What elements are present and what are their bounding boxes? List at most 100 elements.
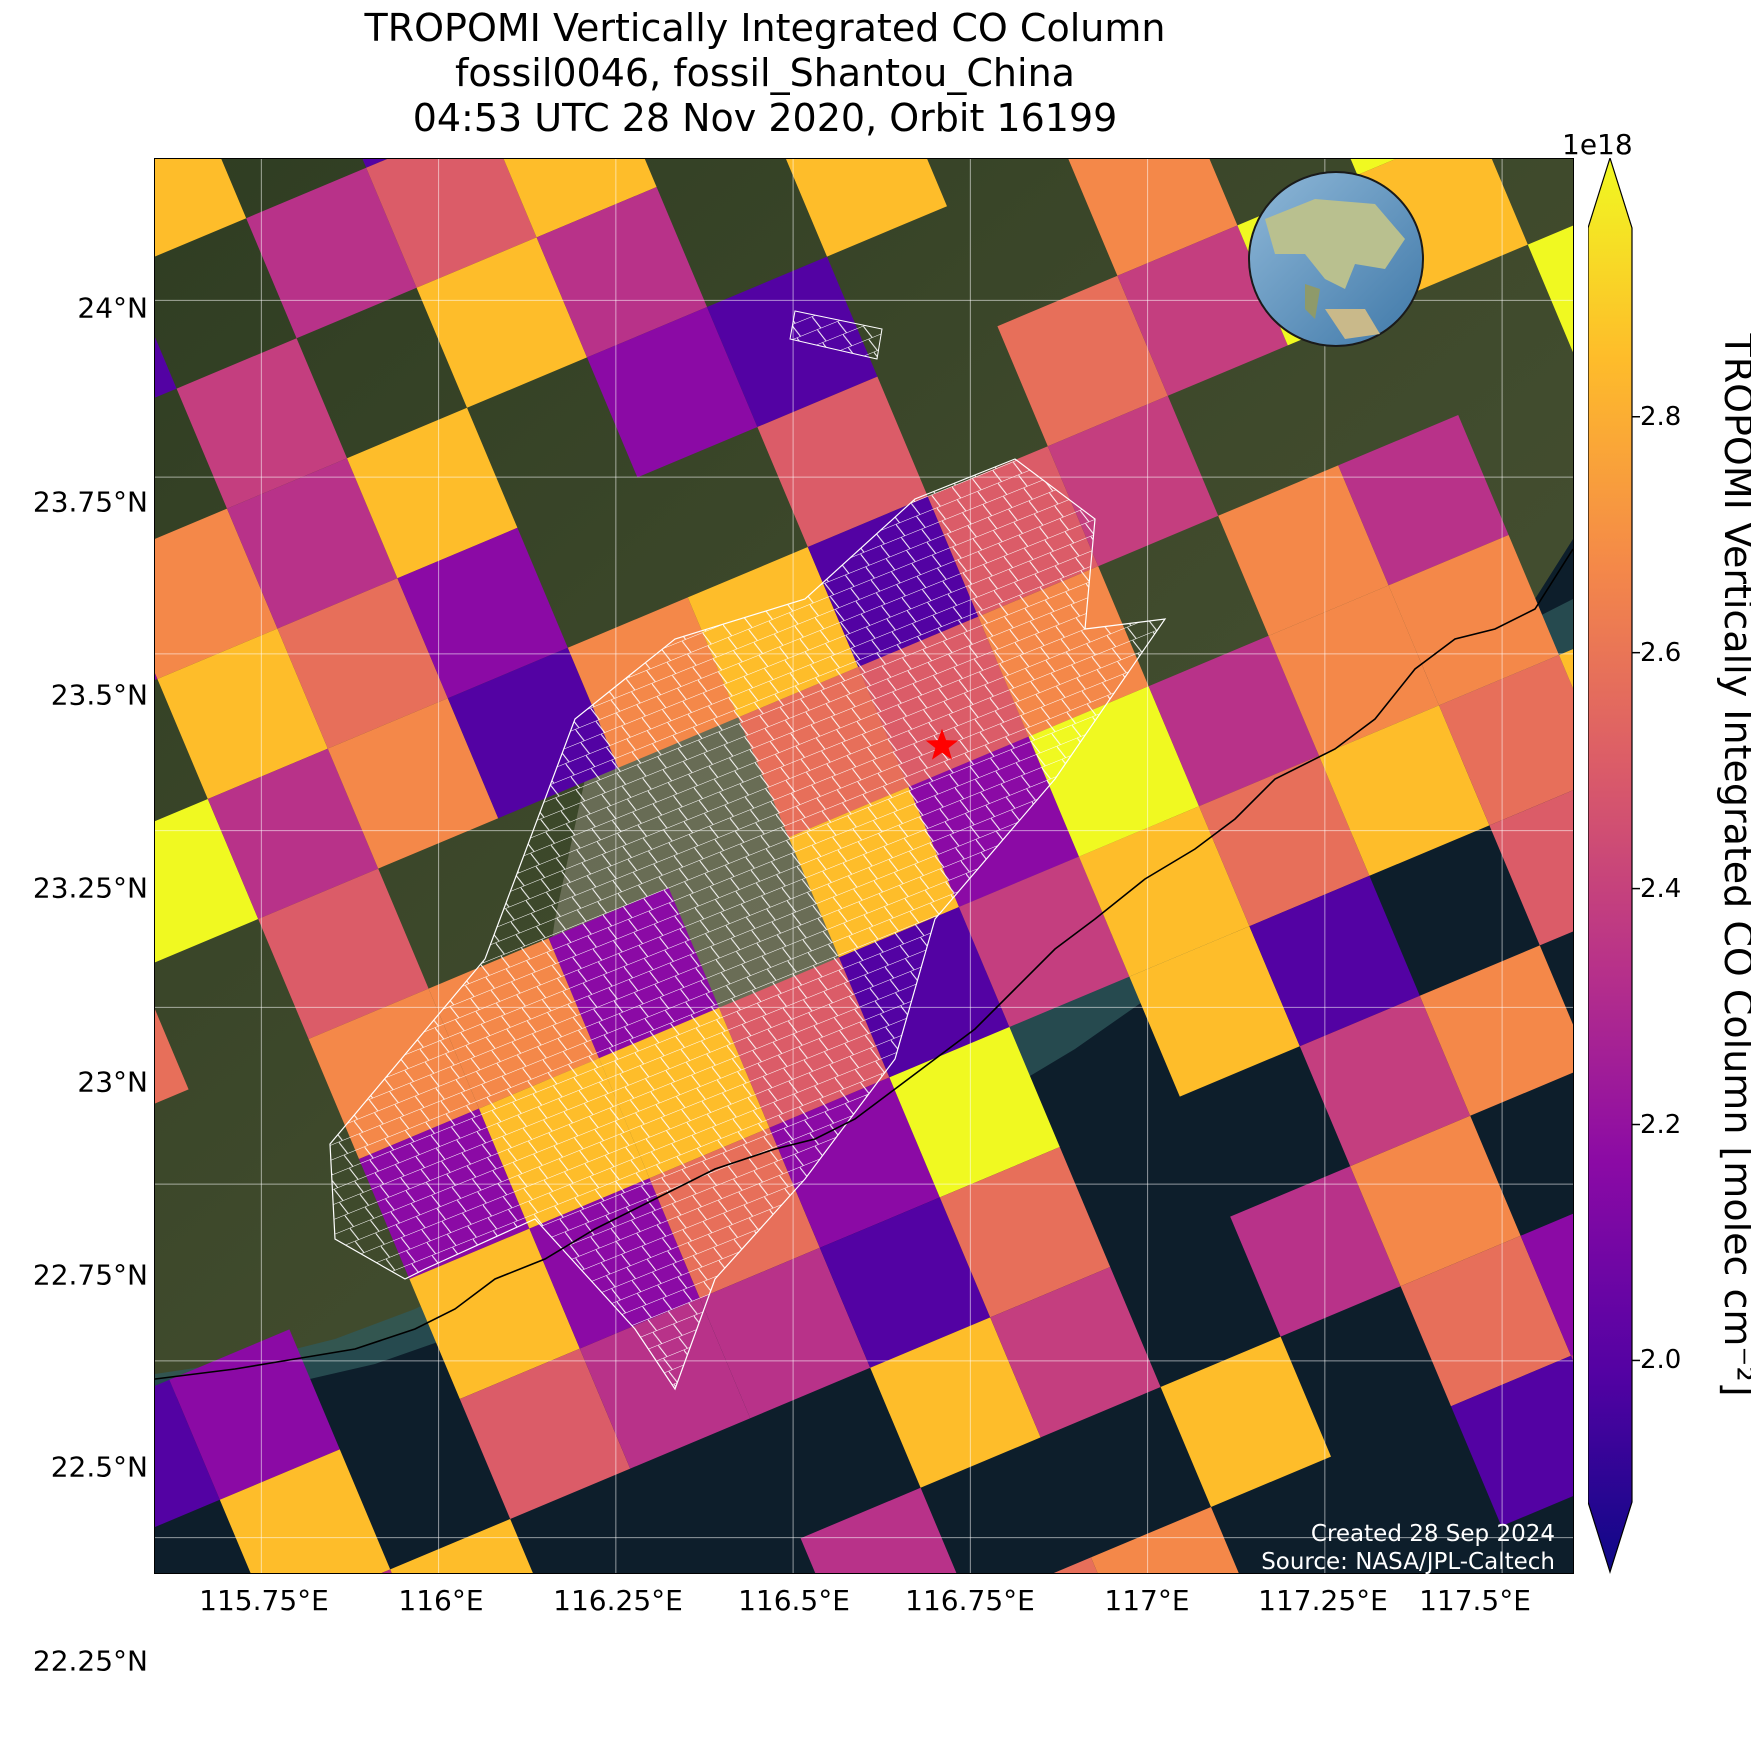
colorbar-tick-label: 2.0 — [1640, 1345, 1682, 1376]
co-swath-pixel — [155, 799, 259, 963]
co-swath-pixel — [459, 1348, 631, 1519]
co-swath-pixel — [1400, 1235, 1571, 1407]
lat-label-24: 24°N — [77, 291, 148, 325]
co-swath-pixel — [536, 187, 707, 358]
lon-label-116: 116°E — [398, 1584, 484, 1617]
co-swath-pixel — [1117, 225, 1288, 396]
co-swath-pixel — [1319, 705, 1490, 876]
lat-label-22.25: 22.25°N — [32, 1644, 148, 1678]
co-swath-pixel — [1419, 945, 1573, 1116]
co-swath-pixel — [707, 256, 878, 427]
colorbar-label: TROPOMI Vertically Integrated CO Column … — [1716, 333, 1751, 1397]
co-swath-pixel — [1129, 926, 1300, 1097]
lon-label-117.25: 117.25°E — [1258, 1584, 1388, 1617]
co-swath-pixel — [327, 698, 499, 869]
co-swath-pixel — [1068, 159, 1238, 276]
lat-label-23.25: 23.25°N — [32, 871, 148, 905]
lon-label-117: 117°E — [1104, 1584, 1190, 1617]
map-panel[interactable] — [154, 158, 1574, 1574]
title-line-3: 04:53 UTC 28 Nov 2020, Orbit 16199 — [412, 96, 1118, 140]
co-swath-pixel — [1249, 875, 1420, 1047]
co-swath-pixel — [246, 167, 417, 339]
colorbar-tick-label: 2.6 — [1640, 637, 1682, 668]
globe-locator-icon — [1248, 171, 1424, 347]
co-swath-pixel — [959, 856, 1130, 1027]
co-swath-pixel — [390, 1519, 533, 1573]
co-swath-pixel — [990, 1267, 1161, 1438]
co-swath-pixel — [757, 376, 928, 547]
emission-mesh — [329, 458, 1167, 1391]
co-swath-pixel — [207, 748, 379, 919]
colorbar-tick-label: 2.8 — [1640, 401, 1682, 432]
co-swath-pixel — [155, 1379, 220, 1528]
target-star-icon — [925, 728, 959, 760]
credit-line-created: Created 28 Sep 2024 — [1310, 1521, 1555, 1547]
co-swath-pixel — [579, 1298, 751, 1469]
co-swath-pixel — [258, 868, 429, 1039]
co-swath-pixel — [1350, 1115, 1521, 1287]
co-swath-pixel — [1489, 790, 1573, 946]
title-line-2: fossil0046, fossil_Shantou_China — [455, 51, 1075, 95]
emission-mesh — [789, 310, 883, 360]
title-line-1: TROPOMI Vertically Integrated CO Column — [364, 6, 1166, 50]
co-swath-pixel — [819, 1197, 991, 1368]
co-swath-pixel — [1571, 1354, 1573, 1361]
co-swath-pixel — [889, 1027, 1060, 1198]
co-swath-pixel — [277, 578, 448, 749]
lon-label-115.75: 115.75°E — [199, 1584, 329, 1617]
co-swath-pixel — [1350, 159, 1396, 175]
co-swath-pixel — [362, 159, 388, 168]
co-swath-pixel — [1338, 415, 1509, 586]
co-swath-pixel — [1091, 1507, 1239, 1573]
co-swath-pixel — [381, 1569, 392, 1573]
colorbar-tick-label: 2.4 — [1640, 873, 1682, 904]
lat-label-22.75: 22.75°N — [32, 1258, 148, 1292]
co-swath-pixel — [870, 1317, 1041, 1488]
colorbar-tick-label: 2.2 — [1640, 1109, 1682, 1140]
lat-label-22.5: 22.5°N — [50, 1450, 148, 1484]
co-swath-pixel — [1527, 225, 1573, 353]
co-swath-pixel — [1388, 535, 1559, 706]
co-swath-pixel — [155, 337, 177, 398]
co-swath-pixel — [397, 527, 568, 699]
lon-label-116.75: 116.75°E — [905, 1584, 1035, 1617]
co-swath-pixel — [1079, 806, 1250, 977]
co-swath-pixel — [155, 1009, 189, 1104]
co-swath-pixel — [786, 159, 947, 257]
co-swath-pixel — [1148, 635, 1319, 807]
co-swath-pixel — [1230, 1166, 1401, 1337]
co-swath-pixel — [155, 673, 158, 681]
colorbar-ticks — [1632, 415, 1640, 1362]
co-swath-pixel — [1199, 755, 1370, 927]
coastline — [155, 548, 1573, 1380]
credit-text: Created 28 Sep 2024 Source: NASA/JPL-Cal… — [1261, 1520, 1555, 1576]
co-swath-pixel — [503, 159, 657, 238]
co-swath-layer — [155, 159, 1573, 1573]
co-swath-pixel — [997, 275, 1168, 447]
co-swath-pixel — [1160, 1336, 1331, 1507]
credit-line-source: Source: NASA/JPL-Caltech — [1261, 1549, 1555, 1575]
co-swath-pixel — [1520, 1213, 1573, 1356]
co-swath-pixel — [219, 1449, 391, 1573]
co-swath-pixel — [366, 159, 537, 288]
co-swath-pixel — [1218, 465, 1389, 636]
co-swath-pixel — [1268, 585, 1439, 756]
co-swath-pixel — [587, 307, 758, 478]
co-swath-pixel — [409, 1228, 580, 1399]
lon-label-116.5: 116.5°E — [738, 1584, 850, 1617]
co-swath-pixel — [347, 407, 518, 579]
lon-label-117.5: 117.5°E — [1419, 1584, 1531, 1617]
co-swath-pixel — [1439, 655, 1573, 826]
colorbar-body — [1588, 158, 1633, 1575]
co-swath-pixel — [699, 1247, 871, 1419]
lat-label-23.5: 23.5°N — [50, 678, 148, 712]
co-swath-pixel — [939, 1147, 1111, 1318]
co-swath-pixel — [227, 458, 398, 629]
co-swath-pixel — [800, 1487, 957, 1573]
emission-mesh-layer — [329, 310, 1167, 1391]
co-swath-pixel — [1559, 649, 1573, 689]
co-swath-pixel — [155, 508, 278, 679]
colorbar-exponent: 1e18 — [1562, 128, 1633, 161]
co-swath-pixel — [1053, 1557, 1098, 1573]
co-swath-pixel — [155, 159, 247, 257]
